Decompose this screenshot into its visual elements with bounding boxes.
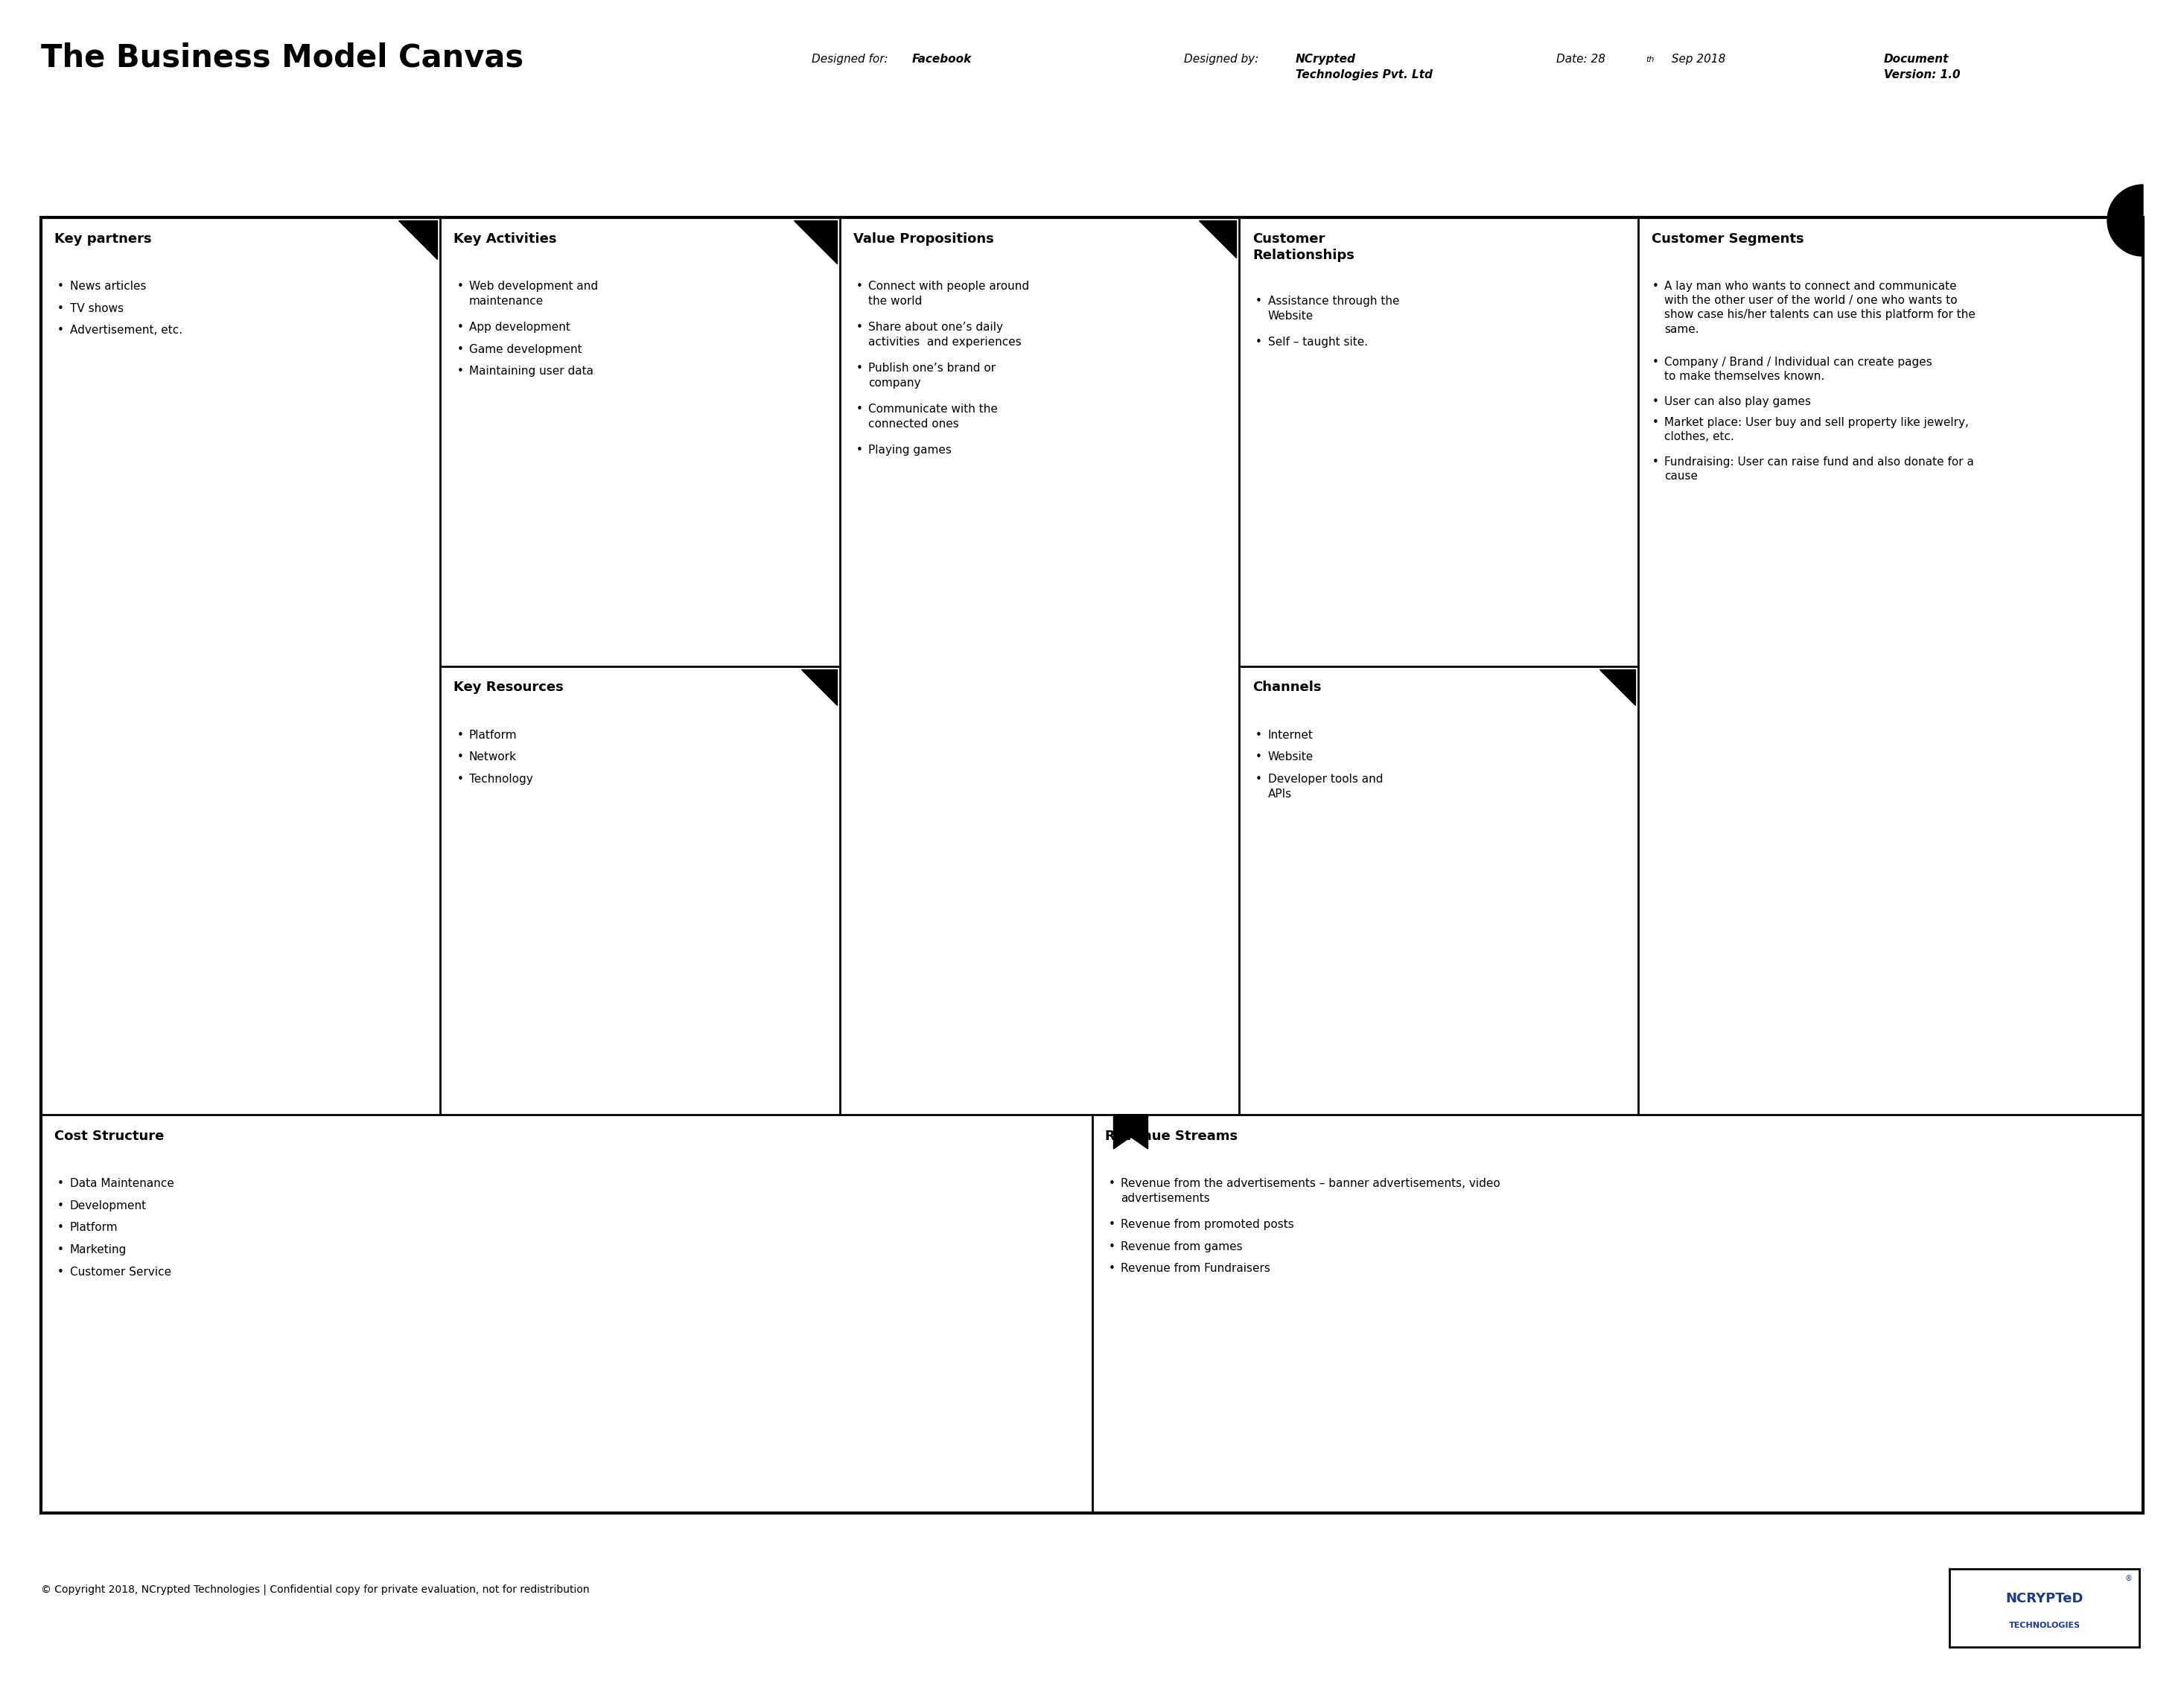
Text: Publish one’s brand or
company: Publish one’s brand or company bbox=[869, 363, 996, 388]
Text: •: • bbox=[456, 773, 463, 785]
Text: Revenue Streams: Revenue Streams bbox=[1105, 1129, 1238, 1143]
Text: Customer
Relationships: Customer Relationships bbox=[1254, 233, 1354, 262]
Text: A lay man who wants to connect and communicate
with the other user of the world : A lay man who wants to connect and commu… bbox=[1664, 280, 1974, 334]
Text: •: • bbox=[1651, 356, 1658, 368]
Text: Assistance through the
Website: Assistance through the Website bbox=[1269, 295, 1400, 321]
Text: Platform: Platform bbox=[70, 1222, 118, 1234]
Text: •: • bbox=[57, 1178, 63, 1188]
Text: Share about one’s daily
activities  and experiences: Share about one’s daily activities and e… bbox=[869, 322, 1022, 348]
Text: •: • bbox=[456, 322, 463, 333]
Text: •: • bbox=[1109, 1178, 1116, 1188]
Text: Internet: Internet bbox=[1269, 729, 1313, 741]
Text: •: • bbox=[456, 729, 463, 741]
Text: •: • bbox=[57, 1266, 63, 1278]
Text: Document
Version: 1.0: Document Version: 1.0 bbox=[1885, 54, 1961, 81]
Text: NCrypted
Technologies Pvt. Ltd: NCrypted Technologies Pvt. Ltd bbox=[1295, 54, 1433, 81]
Text: •: • bbox=[456, 366, 463, 376]
Text: •: • bbox=[57, 1222, 63, 1234]
Text: TECHNOLOGIES: TECHNOLOGIES bbox=[2009, 1622, 2079, 1629]
Text: •: • bbox=[456, 280, 463, 292]
Text: •: • bbox=[1109, 1219, 1116, 1231]
Text: Web development and
maintenance: Web development and maintenance bbox=[470, 280, 598, 307]
Text: •: • bbox=[456, 751, 463, 763]
Text: •: • bbox=[1651, 417, 1658, 429]
Text: Technology: Technology bbox=[470, 773, 533, 785]
Text: •: • bbox=[57, 326, 63, 336]
Text: Facebook: Facebook bbox=[913, 54, 972, 64]
Text: Communicate with the
connected ones: Communicate with the connected ones bbox=[869, 403, 998, 429]
Text: Platform: Platform bbox=[470, 729, 518, 741]
Text: th: th bbox=[1645, 56, 1653, 62]
Polygon shape bbox=[1114, 1114, 1149, 1150]
Text: The Business Model Canvas: The Business Model Canvas bbox=[41, 42, 524, 74]
Text: Connect with people around
the world: Connect with people around the world bbox=[869, 280, 1029, 307]
Text: Customer Segments: Customer Segments bbox=[1651, 233, 1804, 246]
Text: ®: ® bbox=[2125, 1575, 2132, 1582]
Text: •: • bbox=[1256, 729, 1262, 741]
Text: Designed for:: Designed for: bbox=[812, 54, 889, 64]
Text: Market place: User buy and sell property like jewelry,
clothes, etc.: Market place: User buy and sell property… bbox=[1664, 417, 1968, 442]
Text: •: • bbox=[1256, 773, 1262, 785]
Text: •: • bbox=[1256, 295, 1262, 307]
Text: Maintaining user data: Maintaining user data bbox=[470, 366, 594, 376]
Text: •: • bbox=[856, 363, 863, 373]
Text: Channels: Channels bbox=[1254, 680, 1321, 694]
Text: Date: 28: Date: 28 bbox=[1557, 54, 1605, 64]
Text: User can also play games: User can also play games bbox=[1664, 397, 1811, 407]
Text: © Copyright 2018, NCrypted Technologies | Confidential copy for private evaluati: © Copyright 2018, NCrypted Technologies … bbox=[41, 1583, 590, 1595]
Text: NCRYPTeD: NCRYPTeD bbox=[2005, 1592, 2084, 1605]
Text: •: • bbox=[1109, 1241, 1116, 1252]
Text: Developer tools and
APIs: Developer tools and APIs bbox=[1269, 773, 1382, 800]
Text: Revenue from games: Revenue from games bbox=[1120, 1241, 1243, 1252]
Text: •: • bbox=[57, 280, 63, 292]
Text: Sep 2018: Sep 2018 bbox=[1669, 54, 1725, 64]
Text: •: • bbox=[856, 280, 863, 292]
Text: Development: Development bbox=[70, 1200, 146, 1212]
Text: •: • bbox=[1256, 751, 1262, 763]
Text: Key Activities: Key Activities bbox=[454, 233, 557, 246]
Text: •: • bbox=[1109, 1263, 1116, 1274]
Polygon shape bbox=[400, 221, 437, 260]
Text: Cost Structure: Cost Structure bbox=[55, 1129, 164, 1143]
Text: Revenue from promoted posts: Revenue from promoted posts bbox=[1120, 1219, 1293, 1231]
Text: •: • bbox=[1256, 336, 1262, 348]
Text: •: • bbox=[1651, 397, 1658, 407]
Text: Data Maintenance: Data Maintenance bbox=[70, 1178, 175, 1188]
Polygon shape bbox=[793, 221, 836, 263]
Text: •: • bbox=[1651, 456, 1658, 468]
Text: •: • bbox=[57, 302, 63, 314]
Text: •: • bbox=[856, 444, 863, 456]
Text: Website: Website bbox=[1269, 751, 1313, 763]
Text: •: • bbox=[57, 1200, 63, 1212]
Text: Designed by:: Designed by: bbox=[1184, 54, 1267, 64]
Polygon shape bbox=[2108, 184, 2143, 257]
Text: Key partners: Key partners bbox=[55, 233, 151, 246]
Text: •: • bbox=[57, 1244, 63, 1256]
Text: Game development: Game development bbox=[470, 344, 581, 354]
FancyBboxPatch shape bbox=[1950, 1568, 2140, 1647]
Text: Advertisement, etc.: Advertisement, etc. bbox=[70, 326, 181, 336]
Polygon shape bbox=[1199, 221, 1236, 258]
FancyBboxPatch shape bbox=[41, 218, 2143, 1512]
Text: Company / Brand / Individual can create pages
to make themselves known.: Company / Brand / Individual can create … bbox=[1664, 356, 1933, 383]
Text: TV shows: TV shows bbox=[70, 302, 122, 314]
Text: Customer Service: Customer Service bbox=[70, 1266, 170, 1278]
Text: Revenue from Fundraisers: Revenue from Fundraisers bbox=[1120, 1263, 1271, 1274]
Text: App development: App development bbox=[470, 322, 570, 333]
Text: Network: Network bbox=[470, 751, 518, 763]
Polygon shape bbox=[802, 668, 836, 706]
Text: •: • bbox=[1651, 280, 1658, 292]
Text: Self – taught site.: Self – taught site. bbox=[1269, 336, 1367, 348]
Text: Fundraising: User can raise fund and also donate for a
cause: Fundraising: User can raise fund and als… bbox=[1664, 456, 1974, 481]
Text: •: • bbox=[856, 403, 863, 415]
Text: Playing games: Playing games bbox=[869, 444, 952, 456]
Text: •: • bbox=[456, 344, 463, 354]
Text: Marketing: Marketing bbox=[70, 1244, 127, 1256]
Text: Value Propositions: Value Propositions bbox=[854, 233, 994, 246]
Polygon shape bbox=[1601, 668, 1636, 706]
Text: News articles: News articles bbox=[70, 280, 146, 292]
Text: •: • bbox=[856, 322, 863, 333]
Text: Revenue from the advertisements – banner advertisements, video
advertisements: Revenue from the advertisements – banner… bbox=[1120, 1178, 1500, 1204]
Text: Key Resources: Key Resources bbox=[454, 680, 563, 694]
